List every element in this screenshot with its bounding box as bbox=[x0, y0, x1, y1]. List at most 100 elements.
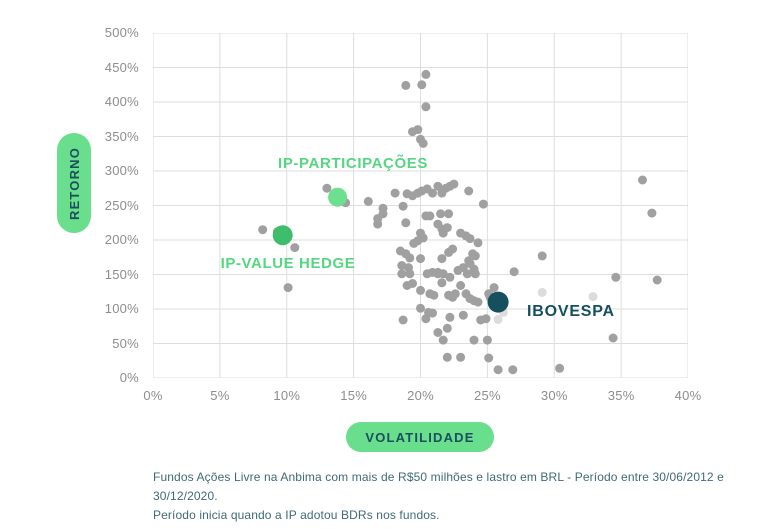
fundos-point bbox=[413, 125, 423, 135]
fundos-point bbox=[478, 199, 488, 209]
y-tick-label: 150% bbox=[104, 266, 139, 282]
fundos-point bbox=[652, 275, 662, 285]
y-axis: 0% 50% 100% 150% 200% 250% 300% 350% 400% 450% 500… bbox=[0, 25, 146, 385]
fundos-point bbox=[448, 244, 458, 254]
fundos-point bbox=[647, 208, 657, 218]
fundos-point bbox=[428, 188, 437, 198]
fundos-point bbox=[555, 363, 565, 373]
x-tick-label: 30% bbox=[540, 388, 568, 403]
fundos-point bbox=[405, 269, 415, 279]
fundos-point bbox=[464, 186, 474, 196]
fundos-point bbox=[398, 315, 408, 325]
fundos-point bbox=[433, 181, 443, 191]
y-tick-label: 200% bbox=[104, 232, 139, 247]
x-axis-label-pill: VOLATILIDADE bbox=[346, 422, 494, 452]
y-tick-label: 0% bbox=[119, 370, 139, 385]
fundos-point bbox=[416, 285, 425, 295]
fundos-point bbox=[437, 278, 447, 288]
fundos-point bbox=[470, 269, 480, 279]
fundos-point bbox=[442, 323, 452, 333]
fundos-point bbox=[458, 310, 468, 320]
fundos-point bbox=[442, 352, 452, 362]
y-tick-label: 500% bbox=[104, 25, 139, 40]
x-axis: 0% 5% 10% 15% 20% 25% 30% 35% 40% bbox=[143, 388, 701, 408]
fundos-point bbox=[416, 254, 425, 264]
fundos-point bbox=[418, 138, 428, 148]
x-tick-label: 25% bbox=[473, 388, 501, 403]
fundos-point bbox=[469, 335, 479, 345]
fundos-point bbox=[450, 289, 460, 299]
y-tick-label: 350% bbox=[104, 128, 139, 144]
x-tick-label: 20% bbox=[407, 388, 434, 403]
fundos-point bbox=[445, 312, 455, 322]
plot-svg bbox=[153, 33, 688, 378]
y-tick-label: 100% bbox=[104, 301, 139, 316]
x-axis-label: VOLATILIDADE bbox=[365, 429, 475, 445]
footnote-line-1: Fundos Ações Livre na Anbima com mais de… bbox=[153, 470, 724, 504]
fundos-point bbox=[397, 269, 407, 279]
ibovespa-label: IBOVESPA bbox=[527, 303, 615, 320]
x-tick-label: 40% bbox=[674, 388, 702, 403]
fundos-point bbox=[464, 256, 474, 266]
fundos-point bbox=[456, 352, 466, 362]
fundos-point bbox=[465, 234, 475, 244]
fundos-point bbox=[409, 238, 419, 248]
fundos-point bbox=[481, 314, 491, 324]
fundos-point bbox=[438, 335, 448, 345]
x-tick-label: 0% bbox=[143, 388, 163, 403]
x-tick-label: 35% bbox=[607, 388, 635, 403]
fundos-point bbox=[401, 80, 411, 90]
footnote: Fundos Ações Livre na Anbima com mais de… bbox=[153, 468, 753, 526]
y-tick-label: 250% bbox=[104, 197, 139, 213]
fundos-point bbox=[509, 267, 519, 277]
ibovespa-point bbox=[487, 291, 509, 313]
plot-area bbox=[153, 33, 688, 378]
ip-participacoes-point bbox=[328, 187, 348, 207]
y-tick-label: 450% bbox=[104, 59, 139, 75]
fundos-point bbox=[611, 272, 621, 282]
fundos-point bbox=[537, 251, 547, 261]
footnote-line-2: Período inicia quando a IP adotou BDRs n… bbox=[153, 508, 440, 523]
y-tick-label: 50% bbox=[112, 335, 139, 351]
fundos-point bbox=[405, 253, 415, 263]
fundos-point bbox=[408, 279, 417, 288]
fundos-faded-point bbox=[588, 292, 598, 302]
fundos-point bbox=[421, 102, 431, 112]
fundos-faded-point bbox=[537, 287, 547, 297]
fundos-point bbox=[322, 183, 332, 193]
x-tick-label: 5% bbox=[210, 388, 230, 403]
x-tick-label: 10% bbox=[273, 388, 301, 403]
fundos-point bbox=[462, 269, 472, 279]
fundos-point bbox=[390, 188, 400, 198]
fundos-point bbox=[438, 228, 448, 238]
fundos-point bbox=[363, 196, 373, 206]
fundos-point bbox=[421, 314, 431, 324]
y-tick-label: 300% bbox=[104, 163, 139, 178]
fundos-point bbox=[428, 308, 437, 318]
fundos-point bbox=[417, 80, 427, 90]
fundos-point bbox=[290, 243, 300, 253]
ip-participacoes-label: IP-PARTICIPAÇÕES bbox=[278, 155, 428, 172]
ip-value-hedge-point bbox=[272, 225, 293, 246]
fundos-point bbox=[283, 283, 293, 293]
fundos-point bbox=[473, 297, 483, 307]
fundos-point bbox=[378, 209, 388, 219]
x-tick-label: 15% bbox=[340, 388, 368, 403]
fundos-point bbox=[436, 209, 446, 219]
fundos-point bbox=[470, 251, 480, 261]
fundos-point bbox=[433, 269, 443, 279]
fundos-point bbox=[449, 179, 459, 189]
fundos-point bbox=[425, 211, 435, 221]
fundos-point bbox=[456, 281, 466, 290]
fundos-point bbox=[444, 209, 454, 219]
fundos-point bbox=[433, 328, 443, 337]
fundos-point bbox=[482, 335, 492, 345]
fundos-point bbox=[493, 365, 503, 375]
y-axis-label-pill: RETORNO bbox=[57, 133, 91, 233]
fundos-point bbox=[484, 353, 494, 363]
fundos-point bbox=[473, 238, 483, 248]
fundos-point bbox=[638, 175, 647, 185]
fundos-point bbox=[437, 254, 447, 264]
fundos-point bbox=[421, 69, 431, 79]
